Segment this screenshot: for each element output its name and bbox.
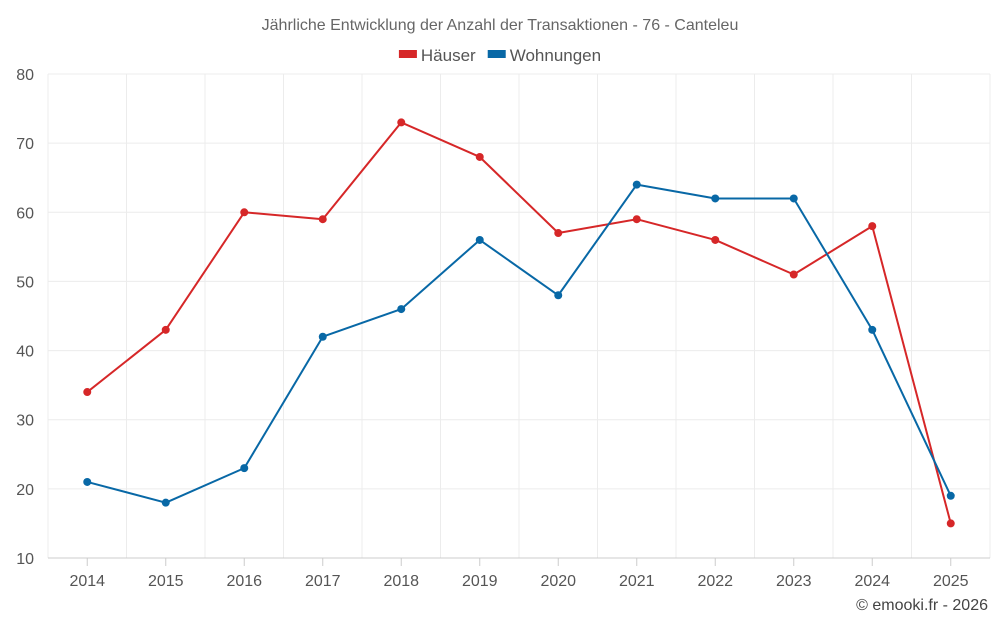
data-point-wohnungen[interactable]	[554, 291, 563, 300]
credit-text: © emooki.fr - 2026	[856, 597, 988, 614]
y-tick-label: 60	[16, 205, 34, 222]
series-line-wohnungen	[86, 183, 952, 504]
x-tick-labels: 2014 2015 2016 2017 2018 2019 2020 2021 2022 2023…	[69, 558, 969, 590]
data-point-h-user[interactable]	[240, 208, 249, 217]
x-tick-label: 2017	[305, 573, 341, 590]
y-tick-label: 40	[16, 344, 34, 361]
y-tick-label: 80	[16, 67, 34, 84]
series-line-h-user	[86, 121, 952, 524]
y-tick-label: 70	[16, 136, 34, 153]
data-point-h-user[interactable]	[711, 235, 720, 244]
data-point-wohnungen[interactable]	[868, 325, 877, 334]
x-tick-label: 2018	[383, 573, 419, 590]
legend: Häuser Wohnungen	[398, 46, 601, 65]
data-point-wohnungen[interactable]	[711, 194, 720, 203]
x-tick-label: 2014	[69, 573, 105, 590]
data-point-h-user[interactable]	[868, 222, 877, 231]
x-tick-label: 2015	[148, 573, 184, 590]
y-tick-label: 10	[16, 551, 34, 568]
legend-swatch	[398, 50, 417, 58]
data-point-wohnungen[interactable]	[161, 498, 170, 507]
data-point-h-user[interactable]	[554, 229, 563, 238]
y-tick-labels: 10 20 30 40 50 60 70 80	[16, 67, 34, 568]
x-tick-label: 2019	[462, 573, 498, 590]
x-tick-label: 2021	[619, 573, 655, 590]
y-tick-label: 20	[16, 482, 34, 499]
data-point-h-user[interactable]	[475, 152, 484, 161]
x-tick-label: 2025	[933, 573, 969, 590]
data-point-h-user[interactable]	[397, 118, 406, 127]
series-group	[83, 118, 955, 528]
data-point-wohnungen[interactable]	[240, 464, 249, 473]
legend-label: Wohnungen	[510, 46, 601, 65]
x-tick-label: 2023	[776, 573, 812, 590]
data-point-wohnungen[interactable]	[397, 305, 406, 314]
y-tick-label: 50	[16, 274, 34, 291]
y-tick-label: 30	[16, 413, 34, 430]
data-point-wohnungen[interactable]	[318, 332, 327, 341]
x-tick-label: 2022	[697, 573, 733, 590]
data-point-h-user[interactable]	[632, 215, 641, 224]
data-point-h-user[interactable]	[789, 270, 798, 279]
legend-item-wohnungen[interactable]: Wohnungen	[487, 46, 601, 65]
grid-vertical	[47, 74, 991, 558]
data-point-wohnungen[interactable]	[632, 180, 641, 189]
x-tick-label: 2024	[854, 573, 890, 590]
data-point-wohnungen[interactable]	[946, 491, 955, 500]
data-point-h-user[interactable]	[946, 519, 955, 528]
legend-item-h-user[interactable]: Häuser	[398, 46, 476, 65]
data-point-wohnungen[interactable]	[789, 194, 798, 203]
legend-swatch	[487, 50, 506, 58]
data-point-wohnungen[interactable]	[475, 235, 484, 244]
data-point-h-user[interactable]	[161, 325, 170, 334]
data-point-h-user[interactable]	[318, 215, 327, 224]
legend-label: Häuser	[421, 46, 476, 65]
x-tick-label: 2020	[540, 573, 576, 590]
chart-title: Jährliche Entwicklung der Anzahl der Tra…	[262, 17, 739, 34]
x-tick-label: 2016	[226, 573, 262, 590]
data-point-h-user[interactable]	[83, 388, 92, 397]
data-point-wohnungen[interactable]	[83, 477, 92, 486]
